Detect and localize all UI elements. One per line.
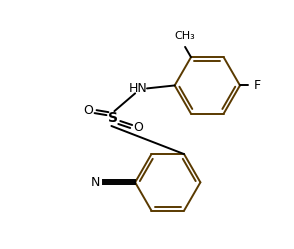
Text: CH₃: CH₃ (175, 31, 196, 41)
Text: S: S (108, 111, 118, 125)
Text: F: F (254, 79, 261, 92)
Text: O: O (84, 104, 93, 117)
Text: HN: HN (129, 82, 148, 95)
Text: O: O (133, 122, 143, 134)
Text: N: N (91, 176, 100, 189)
